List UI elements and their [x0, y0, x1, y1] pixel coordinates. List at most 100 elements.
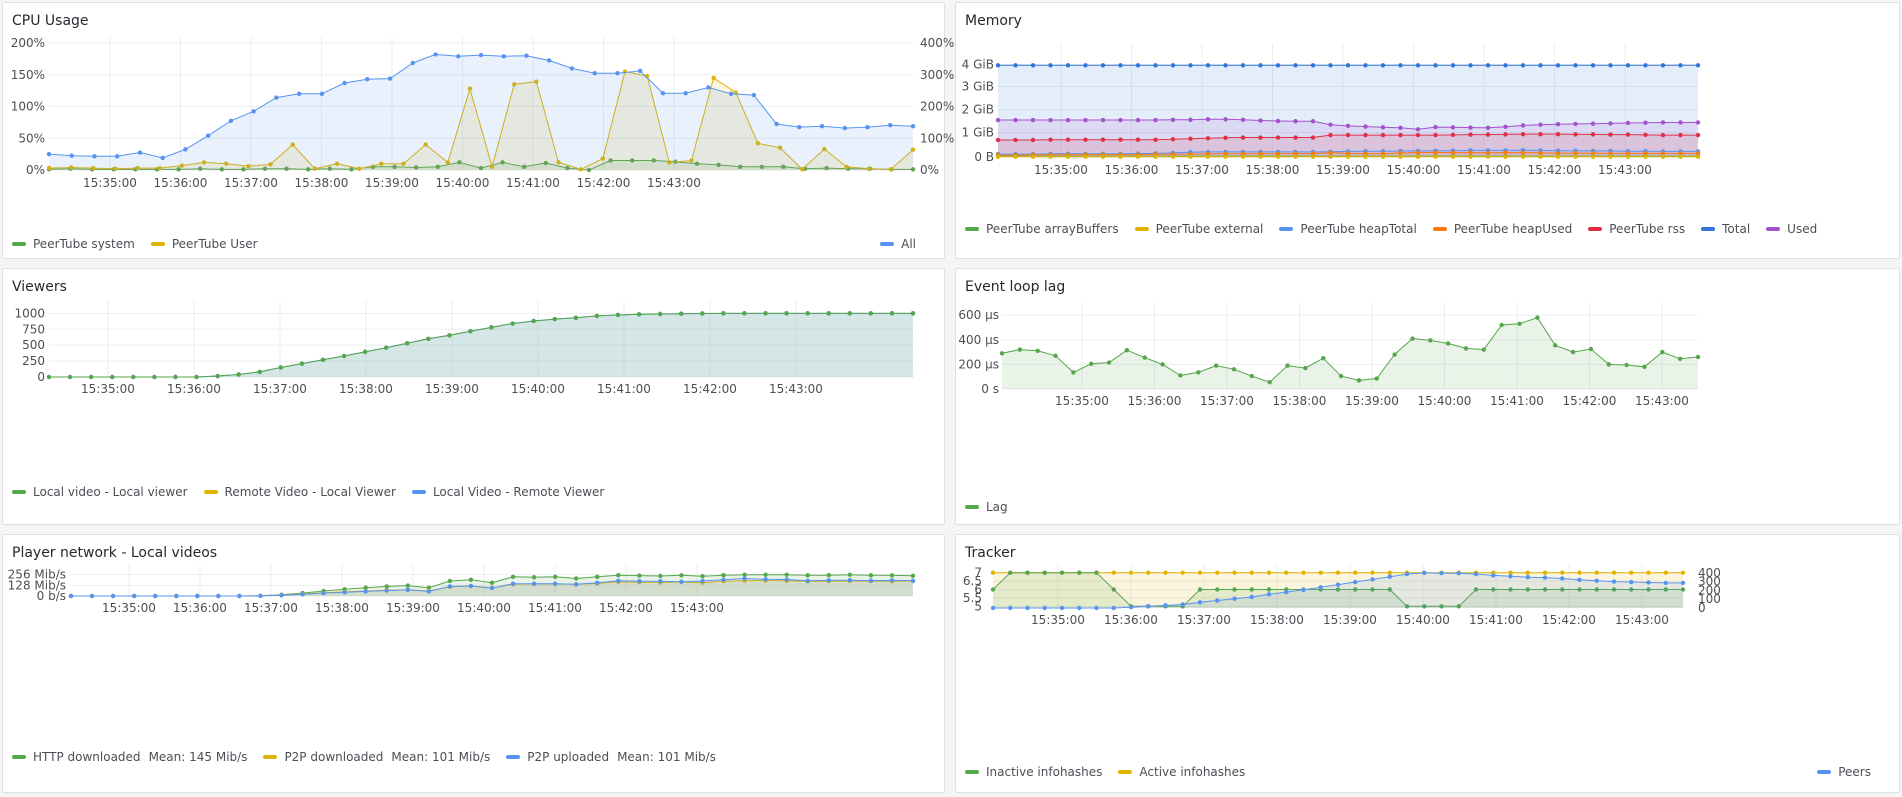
data-point	[447, 578, 453, 584]
legend: HTTP downloaded Mean: 145 Mib/s P2P downlo…	[12, 750, 732, 764]
data-point	[219, 167, 224, 172]
legend-swatch	[12, 242, 26, 246]
data-point	[522, 164, 527, 170]
data-point	[531, 575, 537, 580]
legend-item[interactable]: All	[880, 237, 916, 251]
data-point	[1353, 579, 1358, 585]
series-area	[49, 160, 913, 170]
legend-item[interactable]: Used	[1766, 222, 1817, 236]
legend-item[interactable]: PeerTube arrayBuffers	[965, 222, 1119, 236]
data-point	[312, 166, 318, 171]
data-point	[1398, 150, 1403, 156]
legend-swatch	[1817, 770, 1832, 774]
legend-swatch	[1134, 227, 1149, 231]
data-point	[1404, 571, 1410, 577]
legend-item[interactable]: P2P uploaded Mean: 101 Mib/s	[506, 750, 716, 764]
data-point	[1463, 346, 1469, 351]
legend-item[interactable]: Remote Video - Local Viewer	[203, 485, 396, 499]
data-point	[1205, 136, 1211, 141]
x-tick-label: 15:37:00	[244, 601, 298, 615]
data-point	[1013, 63, 1018, 68]
data-point	[637, 68, 643, 74]
data-point	[468, 328, 473, 334]
data-point	[1170, 154, 1176, 159]
data-point	[251, 109, 256, 114]
legend-swatch	[263, 755, 278, 759]
legend-item[interactable]: PeerTube heapTotal	[1279, 222, 1417, 236]
data-point	[658, 578, 663, 584]
data-point	[1328, 132, 1333, 138]
data-point	[268, 162, 273, 167]
y-tick-label: 5	[974, 599, 982, 613]
data-point	[1387, 587, 1392, 592]
data-point	[1415, 132, 1421, 138]
legend-item[interactable]: Local Video - Remote Viewer	[411, 485, 604, 499]
data-point	[1695, 132, 1701, 138]
data-point	[194, 374, 199, 380]
cpu-usage-chart[interactable]: 200% 150% 100% 50% 0% 400% 300% 200% 100% 0% 15:35…	[3, 3, 955, 260]
data-point	[67, 374, 73, 380]
data-point	[173, 374, 178, 380]
data-point	[435, 164, 440, 170]
legend-item[interactable]: Total	[1701, 222, 1750, 236]
data-point	[205, 133, 211, 138]
data-point	[999, 351, 1005, 356]
legend-item[interactable]: Peers	[1817, 765, 1871, 779]
legend-swatch	[965, 770, 979, 774]
data-point	[1538, 63, 1543, 68]
data-point	[1450, 125, 1456, 130]
data-point	[700, 573, 705, 579]
data-point	[1100, 63, 1106, 68]
data-point	[1643, 154, 1648, 159]
memory-chart[interactable]: 4 GiB 3 GiB 2 GiB 1 GiB 0 B 15:35:00 15:36:00 1…	[956, 3, 1901, 260]
legend-label: PeerTube system	[33, 237, 135, 251]
data-point	[1135, 117, 1141, 123]
data-point	[1338, 373, 1344, 379]
data-point	[1249, 587, 1254, 592]
legend-swatch	[880, 242, 895, 246]
data-point	[1077, 605, 1082, 611]
legend-label: P2P uploaded	[527, 750, 610, 764]
event-loop-lag-chart[interactable]: 600 µs 400 µs 200 µs 0 s 15:35:00 15:36:00 15:…	[956, 269, 1901, 526]
data-point	[721, 311, 726, 316]
panel-title: Memory	[965, 13, 1022, 29]
data-point	[1611, 579, 1617, 584]
legend-item[interactable]: HTTP downloaded Mean: 145 Mib/s	[12, 750, 247, 764]
y2-tick-label: 100%	[920, 131, 954, 145]
data-point	[1433, 150, 1438, 155]
data-point	[1310, 154, 1316, 159]
legend-item[interactable]: PeerTube heapUsed	[1432, 222, 1573, 236]
data-point	[1163, 570, 1168, 575]
legend-item[interactable]: Inactive infohashes	[965, 765, 1102, 779]
data-point	[1508, 570, 1513, 575]
legend-item[interactable]: PeerTube User	[150, 237, 258, 251]
data-point	[46, 165, 52, 171]
legend-item[interactable]: Local video - Local viewer	[12, 485, 188, 499]
data-point	[1380, 154, 1386, 159]
legend-item[interactable]: P2P downloaded Mean: 101 Mib/s	[263, 750, 490, 764]
y-tick-label: 100%	[11, 100, 45, 114]
data-point	[1398, 132, 1403, 138]
viewers-chart[interactable]: 1000 750 500 250 0 15:35:00 15:36:00 15:37:00 15…	[3, 269, 946, 526]
legend-label: PeerTube external	[1155, 222, 1264, 236]
legend-item[interactable]: Lag	[965, 500, 1008, 514]
legend-label: PeerTube heapUsed	[1453, 222, 1573, 236]
data-point	[847, 577, 853, 583]
x-tick-label: 15:42:00	[1542, 613, 1596, 627]
data-point	[1106, 360, 1112, 365]
x-tick-label: 15:41:00	[1469, 613, 1523, 627]
data-point	[1363, 132, 1368, 138]
data-point	[401, 161, 406, 166]
legend-swatch	[203, 490, 218, 494]
data-point	[1094, 605, 1099, 611]
data-point	[1293, 63, 1298, 68]
y-tick-label: 600 µs	[958, 308, 999, 322]
legend-item[interactable]: PeerTube system	[12, 237, 135, 251]
data-point	[1398, 154, 1403, 159]
legend-label: Active infohashes	[1139, 765, 1246, 779]
legend-item[interactable]: PeerTube external	[1134, 222, 1264, 236]
legend-item[interactable]: Active infohashes	[1118, 765, 1245, 779]
legend-item[interactable]: PeerTube rss	[1588, 222, 1685, 236]
